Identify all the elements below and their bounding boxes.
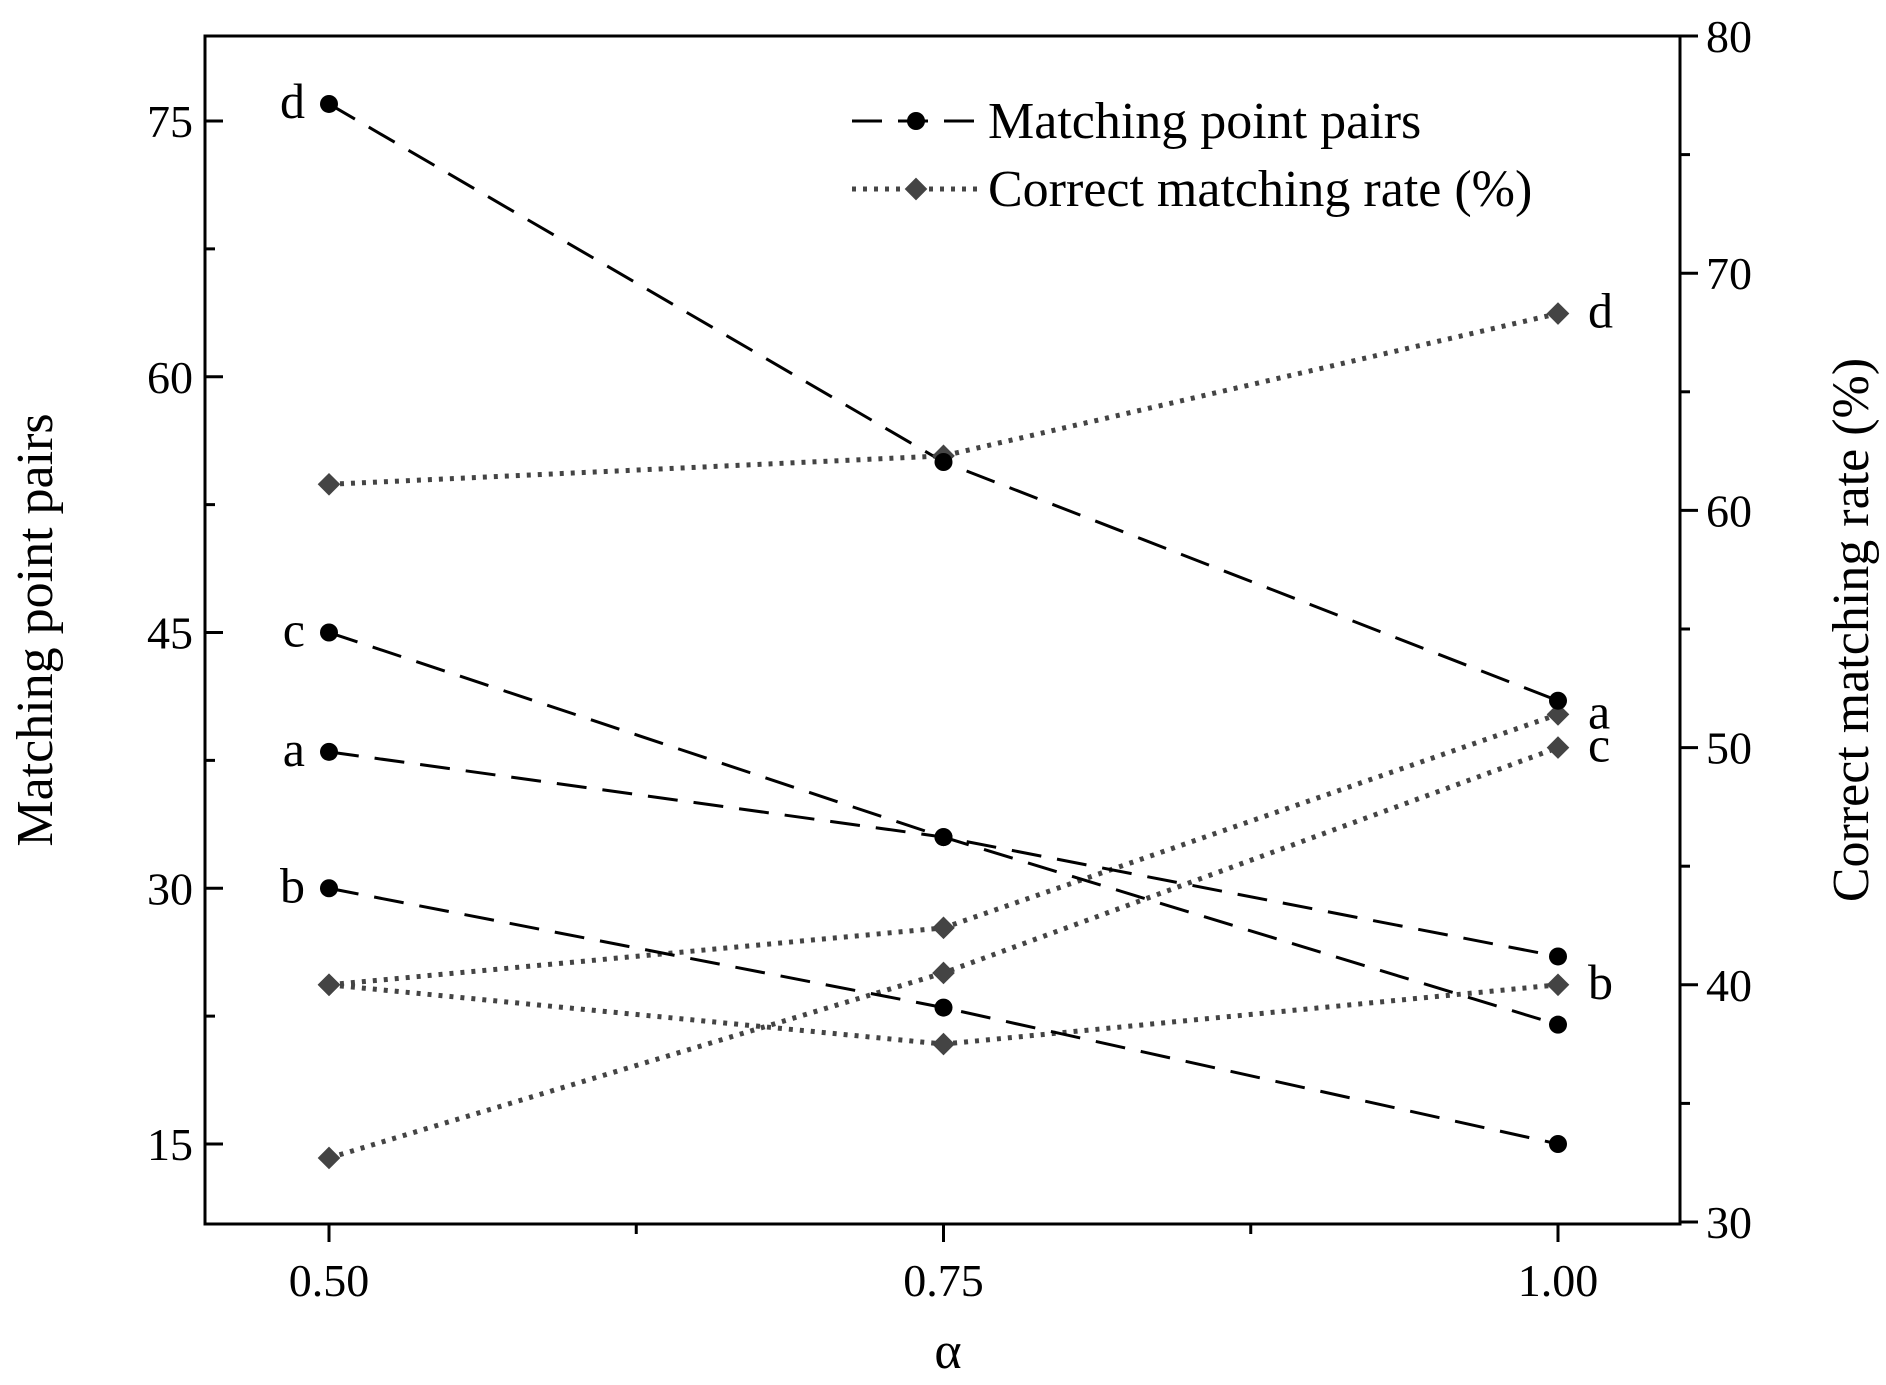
rate-marker-a	[1546, 703, 1570, 726]
left-series-label-c: c	[283, 602, 305, 658]
rate-marker-b	[932, 1032, 955, 1056]
pairs-marker-c	[934, 828, 953, 847]
left-series-label-b: b	[280, 857, 305, 913]
pairs-marker-b	[934, 998, 953, 1017]
pairs-marker-b	[1549, 1135, 1567, 1153]
y2-tick-label: 60	[1706, 485, 1752, 536]
y2-tick-label: 50	[1706, 723, 1752, 774]
right-series-label-b: b	[1588, 954, 1613, 1010]
right-series-label-c: c	[1588, 717, 1610, 773]
left-series-label-d: d	[280, 73, 305, 129]
pairs-marker-d	[934, 453, 953, 471]
y-tick-label: 45	[147, 608, 193, 659]
y2-axis-title: Correct matching rate (%)	[1823, 358, 1880, 902]
rate-marker-b	[317, 973, 341, 997]
legend-rate-marker	[904, 177, 928, 201]
x-tick-label: 1.00	[1518, 1255, 1599, 1306]
pairs-marker-c	[320, 623, 338, 642]
legend: Matching point pairs Correct matching ra…	[852, 93, 1532, 218]
legend-pairs-marker	[907, 112, 925, 130]
legend-pairs-label: Matching point pairs	[988, 93, 1421, 150]
x-tick-label: 0.75	[903, 1255, 984, 1306]
rate-marker-d	[1546, 302, 1570, 325]
y-tick-label: 30	[147, 863, 193, 914]
rate-marker-a	[932, 916, 955, 940]
pairs-marker-a	[1549, 947, 1567, 966]
right-series-label-a: a	[1588, 683, 1610, 739]
right-series-label-d: d	[1588, 283, 1613, 339]
rate-line-a	[328, 712, 1559, 988]
rate-marker-c	[317, 1146, 341, 1170]
rate-line-d	[328, 311, 1559, 487]
pairs-marker-a	[320, 742, 338, 761]
right-axis-ticks: 30 40 50 60 70 80	[1680, 11, 1752, 1248]
y-tick-label: 75	[147, 96, 193, 147]
y-axis-title: Matching point pairs	[7, 413, 64, 846]
pairs-marker-c	[1549, 1015, 1567, 1034]
x-axis-ticks: 0.50 0.75 1.00	[289, 1224, 1599, 1306]
y2-tick-label: 40	[1706, 960, 1752, 1011]
series-end-labels: a b c d a b c d	[280, 73, 1613, 1010]
y2-tick-label: 70	[1706, 248, 1752, 299]
rate-marker-b	[1546, 973, 1570, 997]
pairs-marker-d	[1549, 691, 1567, 710]
series-markers	[317, 94, 1570, 1170]
y-tick-label: 60	[147, 352, 193, 403]
rate-marker-c	[1546, 736, 1570, 759]
pairs-marker-d	[320, 94, 338, 113]
y-tick-label: 15	[147, 1119, 193, 1170]
rate-marker-d	[317, 472, 341, 496]
left-series-label-a: a	[283, 721, 305, 777]
y2-tick-label: 80	[1706, 11, 1752, 62]
x-tick-label: 0.50	[289, 1255, 370, 1306]
pairs-marker-b	[320, 879, 338, 898]
left-axis-ticks: 15 30 45 60 75	[147, 96, 223, 1170]
x-axis-title: α	[934, 1323, 961, 1380]
y2-tick-label: 30	[1706, 1197, 1752, 1248]
legend-rate-label: Correct matching rate (%)	[988, 161, 1532, 218]
rate-marker-c	[932, 961, 955, 985]
rate-line-c	[328, 745, 1559, 1161]
